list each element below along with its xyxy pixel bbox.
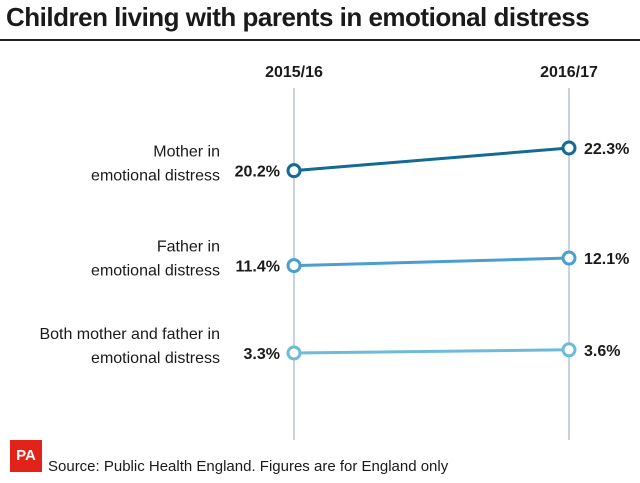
data-point <box>286 258 302 274</box>
series-label-line: Father in <box>157 239 220 256</box>
value-label: 3.3% <box>244 346 280 363</box>
value-label: 12.1% <box>584 251 629 268</box>
chart-title: Children living with parents in emotiona… <box>6 2 590 32</box>
pa-logo: PA <box>10 440 42 472</box>
series-label-line: emotional distress <box>91 168 220 185</box>
data-point <box>286 163 302 179</box>
series-label: Father in emotional distress <box>91 239 220 280</box>
series-label-line: emotional distress <box>91 263 220 280</box>
category-label: 2015/16 <box>265 64 323 81</box>
footer: PA Source: Public Health England. Figure… <box>0 440 640 483</box>
data-point <box>286 345 302 361</box>
series-line <box>293 146 570 173</box>
series-label-line: Mother in <box>153 144 220 161</box>
value-label: 3.6% <box>584 343 620 360</box>
data-point <box>561 140 577 156</box>
series-label: Both mother and father in emotional distr… <box>39 326 220 367</box>
slope-chart: 2015/16 2016/17 20.2% 22.3% Mother in emotion… <box>39 64 629 440</box>
series-label-line: Both mother and father in <box>39 326 220 343</box>
source-note: Source: Public Health England. Figures a… <box>48 458 449 475</box>
title-rule <box>0 39 640 41</box>
series-label-line: emotional distress <box>91 350 220 367</box>
value-label: 11.4% <box>236 259 280 276</box>
series-line <box>293 256 570 268</box>
data-point <box>561 342 577 358</box>
value-label: 20.2% <box>235 164 280 181</box>
category-label: 2016/17 <box>540 64 598 81</box>
series-label: Mother in emotional distress <box>91 144 220 185</box>
data-point <box>561 250 577 266</box>
series-line <box>293 348 570 355</box>
value-label: 22.3% <box>584 141 629 158</box>
